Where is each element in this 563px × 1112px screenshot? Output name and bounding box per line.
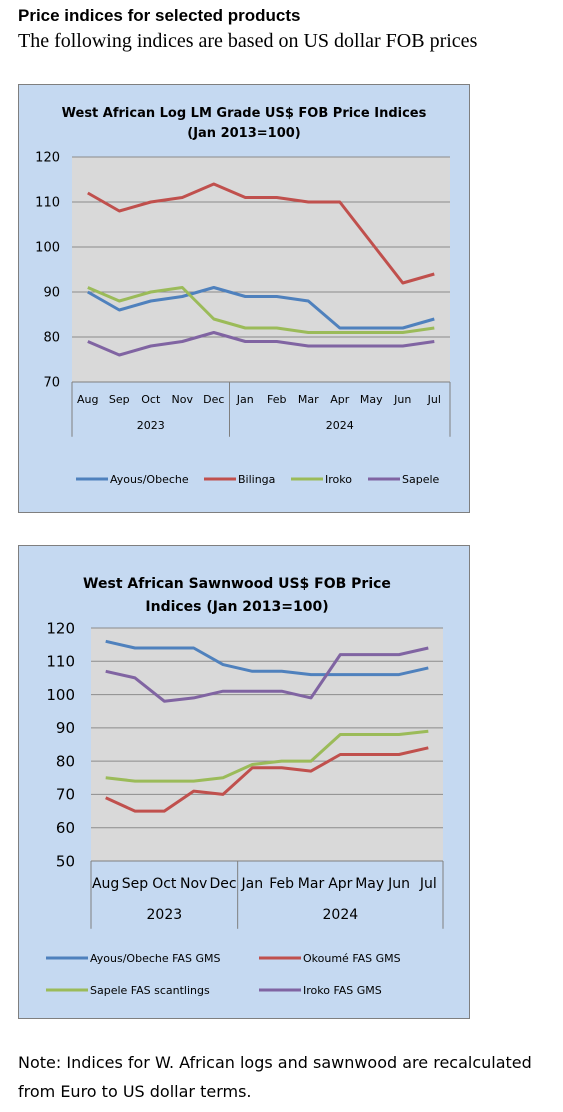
y-tick-label: 60 [56,819,75,837]
x-tick-label: Aug [92,876,119,892]
page-subtitle: The following indices are based on US do… [18,30,478,52]
series-line [105,639,429,677]
y-tick-label: 100 [46,686,75,704]
x-tick-label: Nov [172,393,194,406]
chart-title-line-1: West African Sawnwood US$ FOB Price [83,576,391,592]
y-tick-label: 120 [46,619,75,637]
series-line [105,646,429,703]
x-tick-label: Aug [77,393,98,406]
x-tick-label: Sep [122,876,149,892]
x-tick-label: Jul [419,876,437,892]
footnote: Note: Indices for W. African logs and sa… [18,1053,532,1101]
y-tick-label: 70 [43,376,60,391]
x-tick-label: Jul [427,393,441,406]
x-tick-label: Jun [393,393,411,406]
x-tick-label: Dec [203,393,224,406]
chart-title-line-1: West African Log LM Grade US$ FOB Price … [62,106,427,121]
series-line [105,746,429,813]
x-group-label: 2023 [137,419,165,432]
legend-label: Iroko FAS GMS [303,984,382,997]
legend-label: Ayous/Obeche [110,473,189,486]
y-tick-label: 80 [56,752,75,770]
x-tick-label: Jun [387,876,410,892]
x-tick-label: Feb [269,876,294,892]
x-tick-label: May [355,876,384,892]
log-price-chart: West African Log LM Grade US$ FOB Price … [18,84,470,513]
plot-area [91,628,443,861]
chart-title-line-2: Indices (Jan 2013=100) [145,599,328,615]
y-tick-label: 100 [35,241,60,256]
x-tick-label: Nov [180,876,207,892]
legend-label: Okoumé FAS GMS [303,952,401,965]
chart-title-line-2: (Jan 2013=100) [187,126,300,141]
x-tick-label: Apr [328,876,352,892]
sawnwood-price-chart-svg: West African Sawnwood US$ FOB Price Indi… [46,576,444,997]
legend-label: Sapele [402,473,440,486]
legend-label: Iroko [325,473,352,486]
x-tick-label: Jan [236,393,254,406]
series-line [87,182,435,285]
y-tick-label: 110 [35,196,60,211]
x-tick-label: Feb [267,393,286,406]
legend-label: Sapele FAS scantlings [90,984,210,997]
y-tick-label: 90 [56,719,75,737]
sawnwood-price-chart: West African Sawnwood US$ FOB Price Indi… [18,545,470,1019]
y-tick-label: 90 [43,286,60,301]
x-tick-label: Dec [209,876,236,892]
x-group-label: 2023 [147,907,183,923]
series-line [87,286,435,330]
x-tick-label: Mar [298,876,325,892]
legend-label: Ayous/Obeche FAS GMS [90,952,220,965]
series-line [105,729,429,783]
x-tick-label: Jan [241,876,264,892]
x-tick-label: Sep [109,393,130,406]
x-tick-label: May [360,393,383,406]
y-tick-label: 120 [35,151,60,166]
y-tick-label: 50 [56,852,75,870]
y-tick-label: 70 [56,786,75,804]
x-tick-label: Apr [330,393,350,406]
x-tick-label: Oct [152,876,177,892]
x-tick-label: Oct [141,393,161,406]
page-title: Price indices for selected products [18,6,301,25]
x-group-label: 2024 [323,907,359,923]
y-tick-label: 110 [46,653,75,671]
series-line [87,331,435,357]
x-group-label: 2024 [326,419,354,432]
series-line [87,286,435,334]
y-tick-label: 80 [43,331,60,346]
x-tick-label: Mar [298,393,319,406]
log-price-chart-svg: West African Log LM Grade US$ FOB Price … [35,106,451,486]
legend-label: Bilinga [238,473,275,486]
